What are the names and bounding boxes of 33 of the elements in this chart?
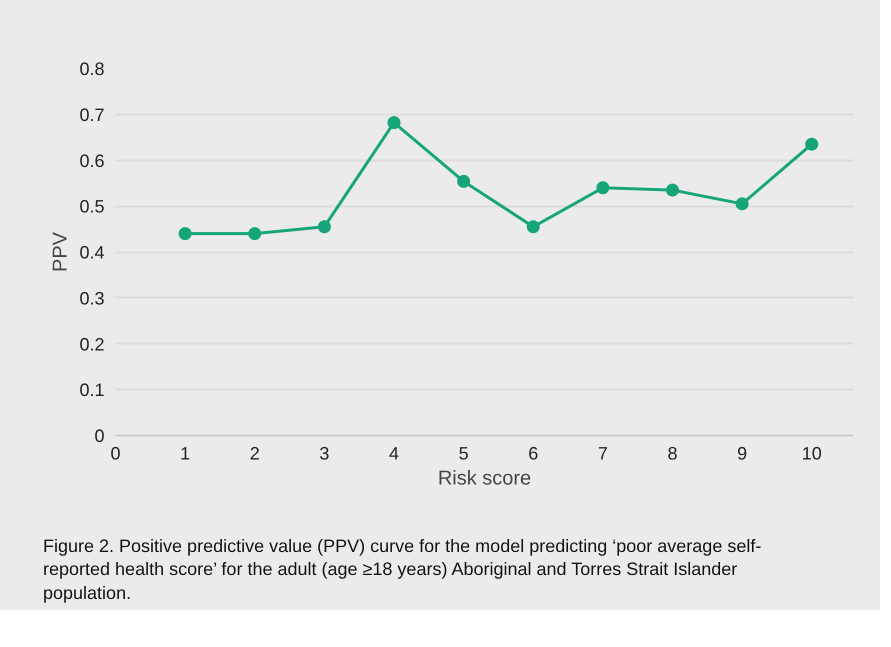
x-tick-label: 6 [528,444,538,464]
y-tick-label: 0.7 [79,104,105,125]
point [526,220,540,234]
y-tick-label: 0.5 [79,196,105,217]
point [805,138,818,151]
point [248,227,262,240]
x-tick-label: 2 [250,444,260,464]
x-tick-label: 9 [737,444,748,464]
y-tick-label: 0.1 [79,380,105,400]
point [318,220,331,234]
caption: Figure 2. Positive predictive value (PPV) curve for the model predicting ‘poor average self-reported health score’ for the adult (age ≥18 years) Aboriginal and Torres Strait Islander population. [43,535,762,605]
x-tick-label: 7 [598,444,608,464]
x-tick-label: 10 [802,444,822,464]
x-axis-title: Risk score [438,468,532,490]
point [178,227,192,240]
point [387,116,400,130]
y-tick-label: 0.8 [79,59,105,79]
y-axis-title: PPV [49,231,72,272]
point [596,181,610,194]
y-tick-label: 0.2 [79,334,105,354]
x-tick-label: 3 [319,444,330,464]
point [736,197,749,210]
x-tick-label: 8 [667,444,678,464]
point [457,174,470,188]
point [666,184,679,197]
x-tick-label: 0 [110,444,121,464]
y-tick-label: 0.4 [79,242,105,262]
x-tick-label: 1 [180,444,190,464]
y-tick-label: 0.6 [79,150,105,171]
y-tick-label: 0.3 [79,288,105,308]
x-tick-label: 5 [458,444,469,464]
x-tick-label: 4 [388,444,399,464]
y-tick-label: 0 [94,426,105,446]
